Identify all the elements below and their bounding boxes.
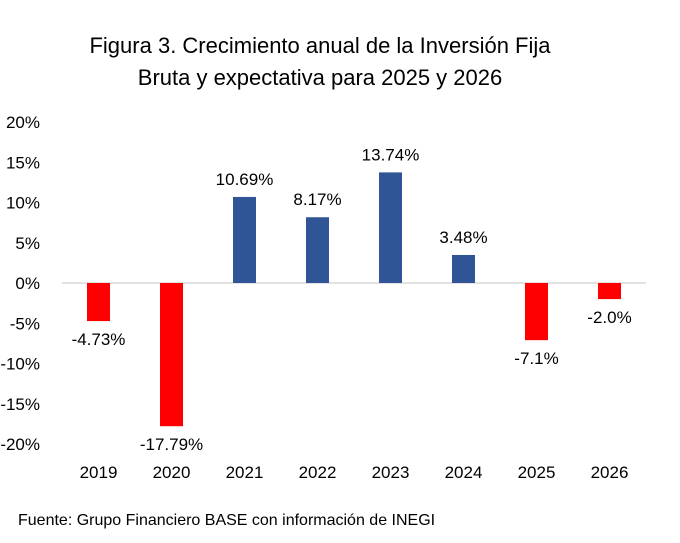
y-tick-label: 5% <box>15 234 40 253</box>
x-tick-label-2024: 2024 <box>445 463 483 482</box>
bar-2019 <box>87 283 110 322</box>
chart-title: Figura 3. Crecimiento anual de la Invers… <box>40 30 600 94</box>
chart-title-line1: Figura 3. Crecimiento anual de la Invers… <box>89 33 551 58</box>
bar-2022 <box>306 217 329 283</box>
x-tick-label-2021: 2021 <box>226 463 264 482</box>
y-tick-label: 10% <box>6 194 40 213</box>
data-label-2021: 10.69% <box>216 170 274 189</box>
x-tick-label-2019: 2019 <box>80 463 118 482</box>
data-label-2019: -4.73% <box>72 330 126 349</box>
data-label-2024: 3.48% <box>439 228 487 247</box>
data-label-2020: -17.79% <box>140 435 203 454</box>
data-label-2023: 13.74% <box>362 145 420 164</box>
data-label-2026: -2.0% <box>587 308 631 327</box>
bar-2024 <box>452 254 475 283</box>
y-tick-label: 15% <box>6 153 40 172</box>
y-tick-label: -15% <box>0 395 40 414</box>
y-tick-label: -10% <box>0 355 40 374</box>
data-label-2022: 8.17% <box>293 190 341 209</box>
x-tick-label-2025: 2025 <box>518 463 556 482</box>
y-tick-label: -5% <box>10 314 40 333</box>
y-tick-label: -20% <box>0 435 40 454</box>
data-label-2025: -7.1% <box>514 349 558 368</box>
bar-2025 <box>525 283 548 341</box>
y-tick-label: 0% <box>15 274 40 293</box>
x-tick-label-2022: 2022 <box>299 463 337 482</box>
bar-2026 <box>598 283 621 300</box>
source-note: Fuente: Grupo Financiero BASE con inform… <box>18 512 436 529</box>
bar-2021 <box>233 196 256 283</box>
chart-title-line2: Bruta y expectativa para 2025 y 2026 <box>137 65 503 90</box>
x-tick-label-2026: 2026 <box>591 463 629 482</box>
bar-2020 <box>160 283 183 427</box>
bar-2023 <box>379 172 402 283</box>
x-tick-label-2020: 2020 <box>153 463 191 482</box>
y-tick-label: 20% <box>6 113 40 132</box>
x-tick-label-2023: 2023 <box>372 463 410 482</box>
